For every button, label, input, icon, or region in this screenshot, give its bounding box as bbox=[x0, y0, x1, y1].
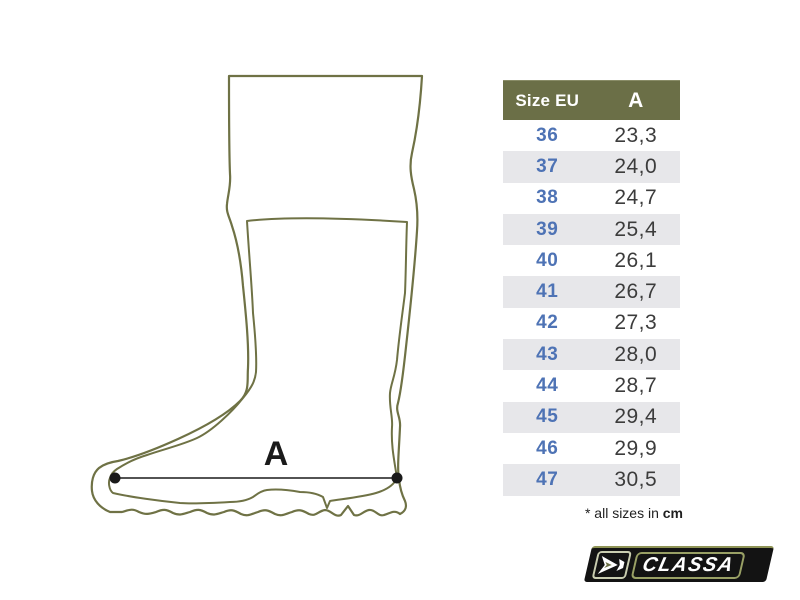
cell-value: 26,1 bbox=[614, 248, 658, 272]
cell-size: 39 bbox=[536, 218, 559, 240]
footnote-unit: cm bbox=[662, 505, 683, 521]
table-row: 41 26,7 bbox=[503, 276, 680, 308]
table-row: 43 28,0 bbox=[503, 339, 680, 371]
cell-value: 28,7 bbox=[614, 374, 658, 398]
boot-diagram: A bbox=[90, 74, 424, 517]
boot-inner-outline bbox=[108, 217, 408, 509]
size-table-header: Size EU A bbox=[503, 80, 680, 120]
cell-size: 41 bbox=[536, 281, 559, 303]
cell-value: 28,0 bbox=[614, 342, 658, 366]
cell-size: 38 bbox=[536, 187, 559, 209]
header-a: A bbox=[628, 88, 644, 112]
cell-size: 42 bbox=[536, 312, 559, 334]
size-table: Size EU A 36 23,3 37 24,0 38 24,7 39 25,… bbox=[503, 80, 680, 496]
footnote: * all sizes in cm bbox=[483, 505, 683, 521]
table-row: 46 29,9 bbox=[503, 433, 680, 464]
cell-value: 25,4 bbox=[614, 217, 658, 241]
cell-value: 30,5 bbox=[614, 467, 658, 491]
header-size-eu: Size EU bbox=[515, 90, 580, 110]
measure-label: A bbox=[264, 435, 289, 473]
cell-size: 40 bbox=[536, 249, 559, 271]
cell-size: 44 bbox=[536, 375, 559, 397]
cell-size: 43 bbox=[536, 343, 559, 365]
brand-name: CLASSA bbox=[640, 553, 737, 576]
brand-text-box: CLASSA bbox=[630, 551, 747, 579]
brand-logo: CLASSA bbox=[583, 546, 775, 582]
cell-value: 29,9 bbox=[614, 436, 658, 460]
cell-value: 27,3 bbox=[614, 311, 658, 335]
measure-dot-heel bbox=[391, 472, 403, 484]
footnote-text: * all sizes in bbox=[584, 505, 663, 521]
table-row: 37 24,0 bbox=[503, 151, 680, 183]
table-row: 44 28,7 bbox=[503, 370, 680, 401]
table-row: 40 26,1 bbox=[503, 245, 680, 276]
cell-value: 29,4 bbox=[614, 405, 658, 429]
table-row: 39 25,4 bbox=[503, 213, 680, 246]
cell-value: 24,7 bbox=[614, 186, 658, 210]
measure-dot-toe bbox=[109, 472, 121, 484]
table-row: 42 27,3 bbox=[503, 308, 680, 339]
table-row: 38 24,7 bbox=[503, 183, 680, 214]
delphin-arrow-icon bbox=[591, 551, 633, 579]
cell-size: 47 bbox=[536, 468, 559, 490]
table-row: 47 30,5 bbox=[503, 464, 680, 496]
cell-value: 23,3 bbox=[614, 123, 658, 147]
cell-size: 36 bbox=[536, 124, 559, 146]
cell-size: 45 bbox=[536, 406, 559, 428]
table-row: 45 29,4 bbox=[503, 401, 680, 433]
boot-outer-outline bbox=[90, 74, 424, 517]
cell-size: 46 bbox=[536, 437, 559, 459]
table-row: 36 23,3 bbox=[503, 120, 680, 151]
cell-value: 24,0 bbox=[614, 154, 658, 178]
cell-value: 26,7 bbox=[614, 280, 658, 304]
cell-size: 37 bbox=[536, 155, 559, 177]
